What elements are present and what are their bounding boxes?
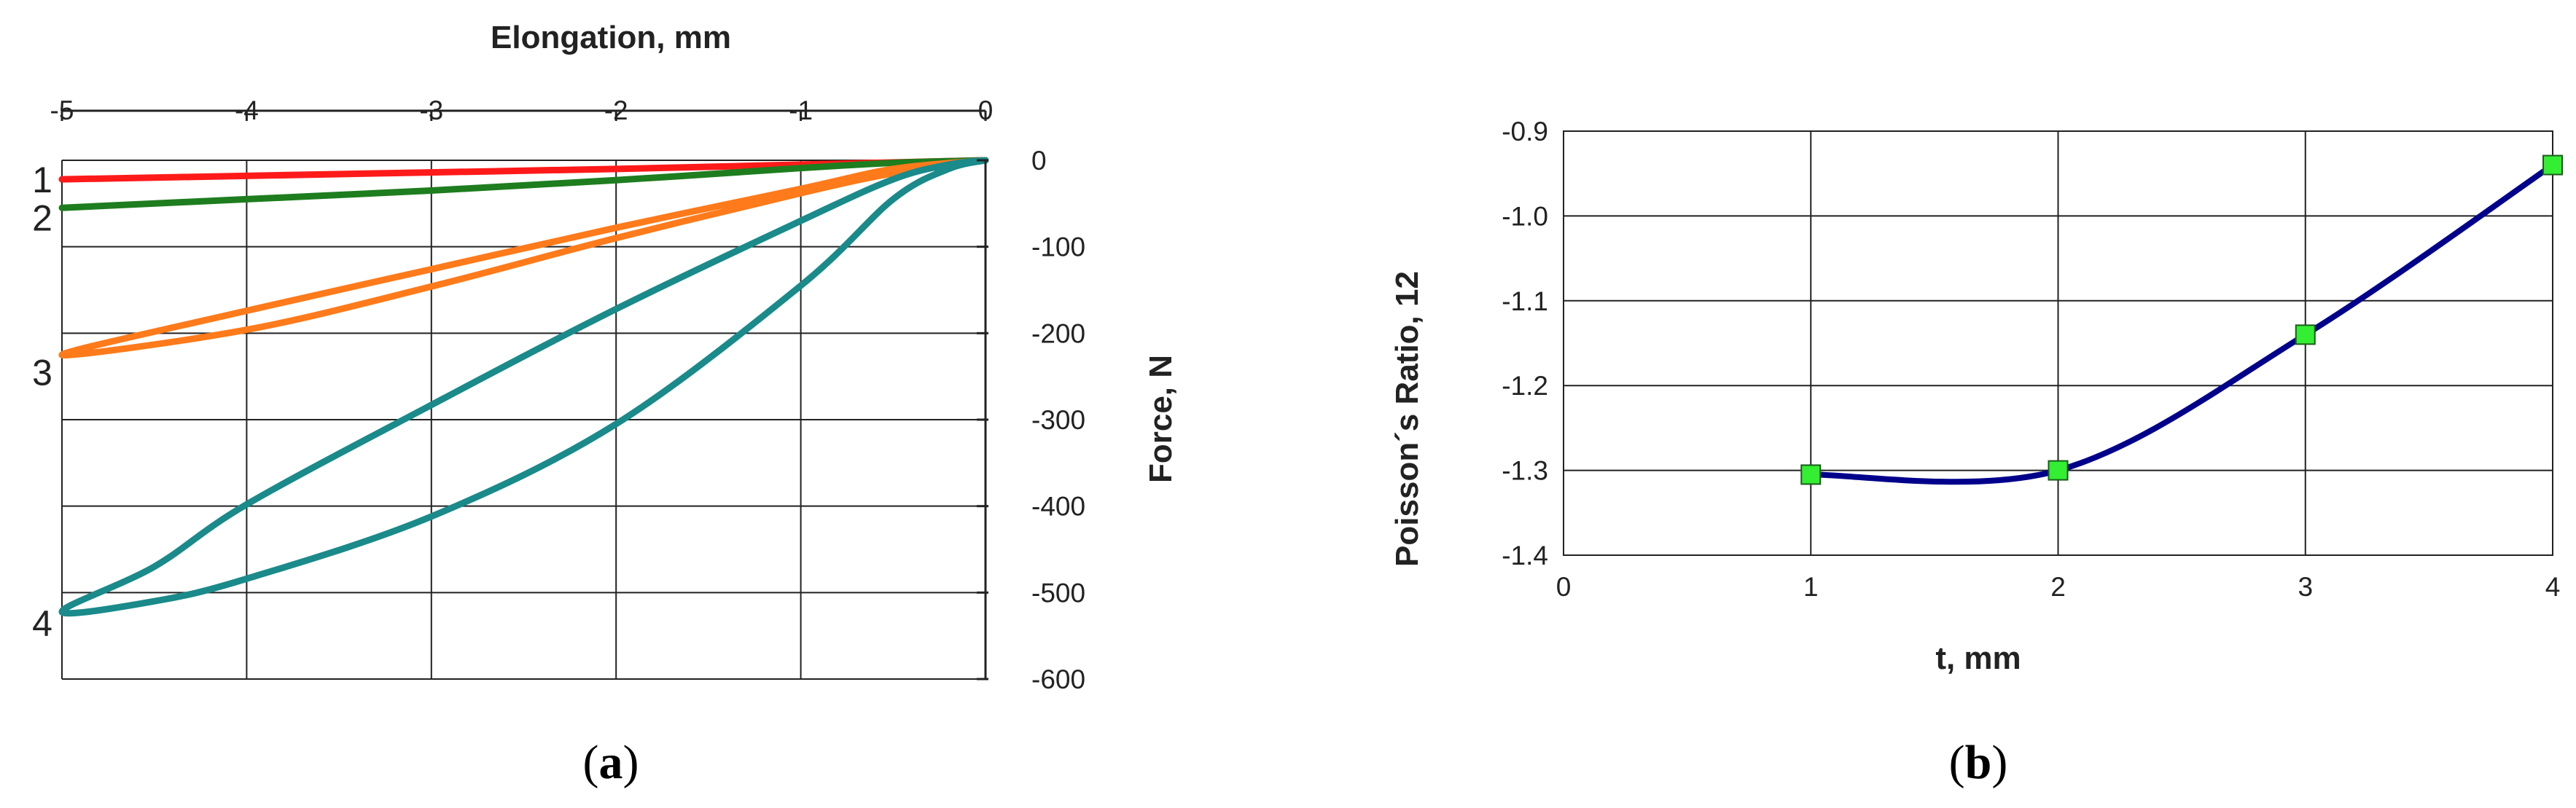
chart-b-y-tick-label: -1.0 bbox=[1502, 201, 1548, 231]
chart-b-data-point bbox=[1800, 464, 1822, 485]
chart-a-curve-label: 3 bbox=[32, 353, 52, 393]
chart-b-x-tick-label: 0 bbox=[1556, 572, 1572, 602]
chart-b-x-tick-label: 3 bbox=[2298, 572, 2313, 602]
chart-a-x-tick-label: -4 bbox=[235, 95, 259, 125]
chart-b-y-tick-label: -1.3 bbox=[1502, 456, 1548, 486]
chart-b-x-tick-label: 1 bbox=[1803, 572, 1819, 602]
chart-a-y-tick-labels: 0 -100 -200 -300 -400 -500 -600 bbox=[1031, 146, 1085, 694]
chart-b-y-tick-label: -1.1 bbox=[1502, 286, 1548, 316]
chart-b-x-tick-label: 2 bbox=[2050, 572, 2066, 602]
chart-a-x-tick-labels: -5 -4 -3 -2 -1 0 bbox=[50, 95, 994, 125]
chart-b-data-point bbox=[2048, 460, 2069, 481]
chart-b-data-point bbox=[2295, 324, 2316, 345]
chart-a-curve-label: 1 bbox=[32, 160, 52, 200]
chart-b-series-group bbox=[1808, 162, 2556, 485]
chart-b-series-line bbox=[1808, 162, 2556, 485]
chart-a: -5 -4 -3 -2 -1 0 0 -100 -200 -300 -400 -500 -600 12… bbox=[32, 20, 1179, 789]
chart-a-panel-label: (a) bbox=[583, 736, 639, 789]
chart-a-y-tick-label: -300 bbox=[1031, 405, 1085, 435]
chart-b-grid bbox=[1563, 130, 2553, 556]
chart-a-axes bbox=[61, 109, 988, 680]
chart-a-y-tick-label: -400 bbox=[1031, 492, 1085, 522]
chart-a-y-tick-label: -500 bbox=[1031, 578, 1085, 608]
chart-a-x-tick-label: -5 bbox=[50, 95, 74, 125]
chart-a-x-tick-label: -1 bbox=[789, 95, 813, 125]
chart-b-y-tick-label: -1.2 bbox=[1502, 371, 1548, 401]
chart-a-series-group bbox=[58, 157, 989, 617]
chart-a-y-tick-label: -100 bbox=[1031, 232, 1085, 262]
chart-a-grid bbox=[61, 160, 986, 680]
chart-a-y-tick-label: 0 bbox=[1031, 146, 1047, 176]
chart-b-x-axis-label: t, mm bbox=[1935, 640, 2021, 676]
chart-b-panel-label: (b) bbox=[1949, 736, 2008, 789]
chart-a-series-line-3 bbox=[58, 157, 989, 358]
chart-a-x-tick-label: -3 bbox=[419, 95, 443, 125]
chart-a-curve-label: 4 bbox=[32, 603, 52, 644]
chart-a-curve-labels: 12 3 4 bbox=[32, 160, 52, 644]
chart-b-x-tick-labels: 0 1 2 3 4 bbox=[1556, 572, 2561, 602]
chart-b-y-tick-label: -1.4 bbox=[1502, 541, 1548, 570]
chart-b-y-tick-label: -0.9 bbox=[1502, 117, 1548, 146]
chart-a-y-axis-label: Force, N bbox=[1143, 355, 1179, 483]
chart-a-y-tick-label: -600 bbox=[1031, 664, 1085, 694]
chart-a-y-tick-label: -200 bbox=[1031, 318, 1085, 348]
chart-a-x-tick-label: 0 bbox=[978, 95, 994, 125]
chart-a-series-line-2 bbox=[58, 157, 989, 211]
chart-a-x-tick-label: -2 bbox=[604, 95, 628, 125]
chart-b-y-axis-label: Poisson´s Ratio, 12 bbox=[1389, 271, 1425, 567]
chart-b-markers bbox=[1800, 154, 2563, 485]
chart-b-data-point bbox=[2542, 154, 2563, 176]
chart-b-y-tick-labels: -0.9 -1.0 -1.1 -1.2 -1.3 -1.4 bbox=[1502, 117, 1548, 570]
chart-b: 0 1 2 3 4 -0.9 -1.0 -1.1 -1.2 -1.3 -1.4 t, mm Poi… bbox=[1389, 117, 2563, 789]
chart-a-curve-label: 2 bbox=[32, 197, 52, 238]
chart-a-x-axis-label: Elongation, mm bbox=[491, 20, 731, 55]
chart-a-series-line-4 bbox=[58, 157, 989, 617]
chart-b-plot-frame bbox=[1563, 130, 2553, 556]
chart-b-x-tick-label: 4 bbox=[2545, 572, 2561, 602]
